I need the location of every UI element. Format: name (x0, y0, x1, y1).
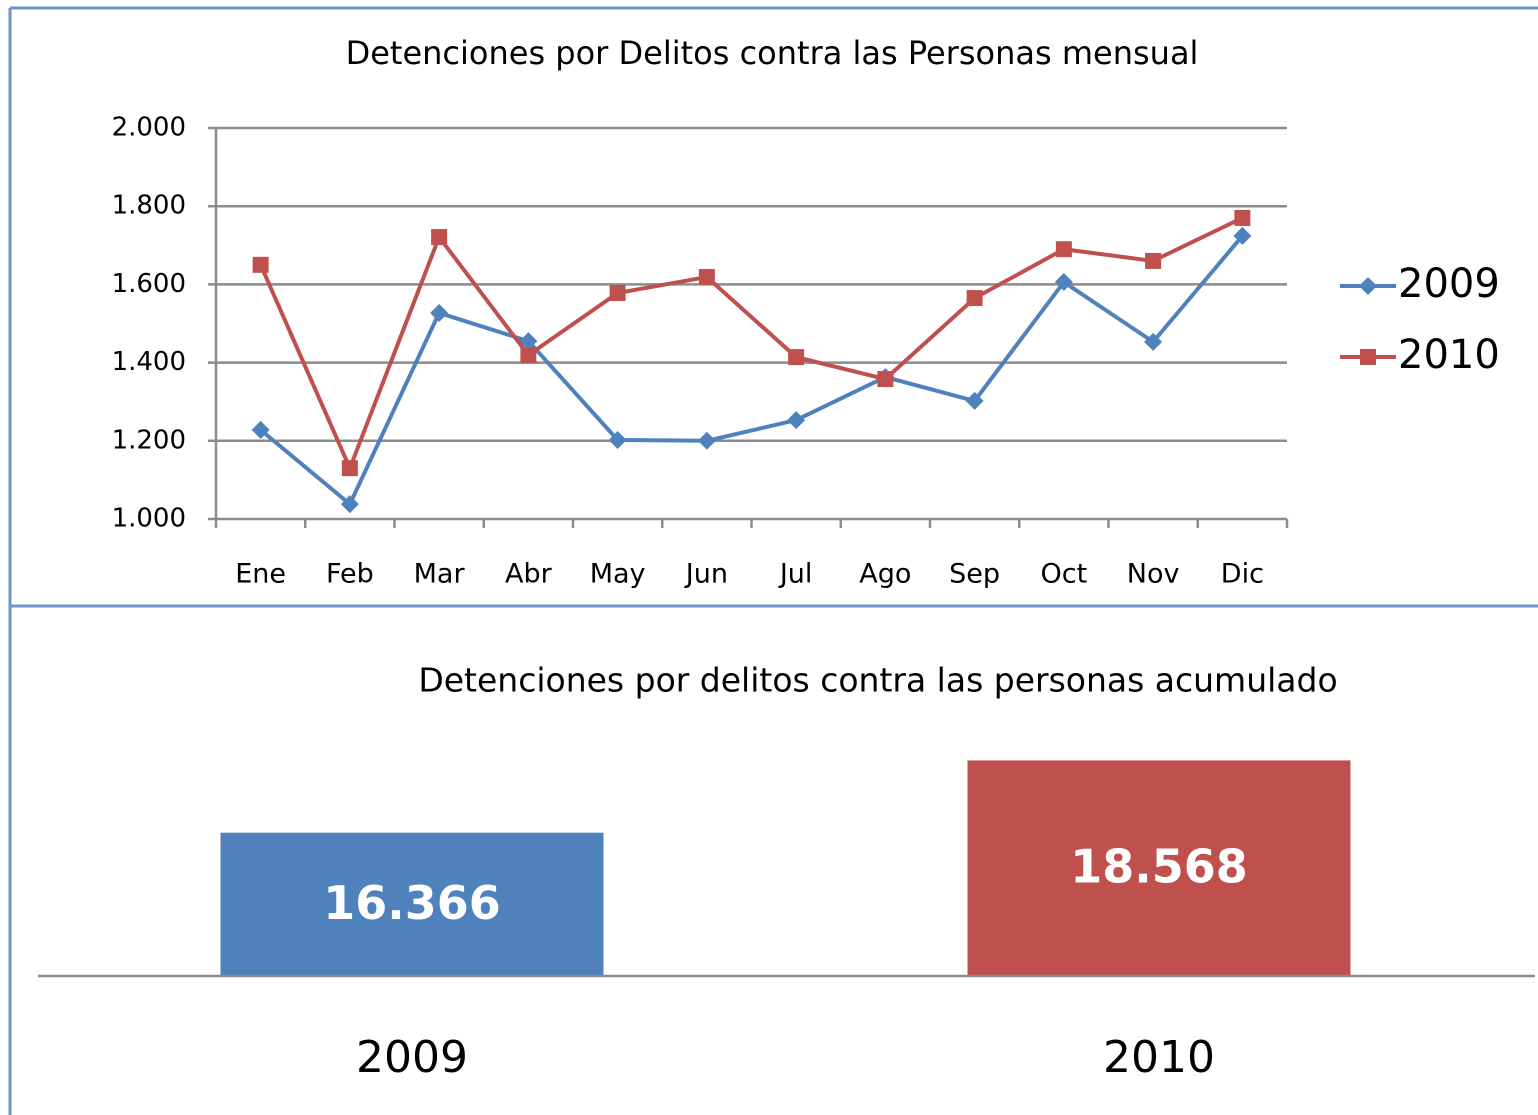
y-tick-label: 1.600 (112, 269, 186, 299)
marker (609, 285, 626, 302)
marker (788, 349, 805, 366)
marker (608, 431, 627, 450)
series-line (259, 234, 1244, 508)
marker (966, 290, 983, 307)
y-tick-label: 1.400 (112, 347, 186, 377)
legend-label: 2009 (1398, 261, 1500, 307)
marker (341, 460, 358, 477)
marker (1144, 332, 1163, 351)
marker (877, 371, 894, 388)
y-tick-label: 1.000 (112, 504, 186, 534)
x-tick-label: Sep (949, 559, 1000, 590)
y-tick-label: 1.800 (112, 191, 186, 221)
chart-title: Detenciones por delitos contra las perso… (418, 661, 1337, 700)
marker (1360, 349, 1376, 365)
x-tick-label: Oct (1041, 559, 1088, 590)
x-tick-label: Abr (505, 559, 553, 590)
marker (251, 420, 270, 439)
marker (1145, 252, 1162, 269)
marker (1054, 273, 1073, 292)
x-tick-label: May (590, 559, 646, 590)
marker (252, 256, 269, 273)
bar (967, 760, 1351, 976)
marker (1055, 241, 1072, 258)
x-tick-label: Dic (1221, 559, 1264, 590)
value-label: 18.568 (1070, 840, 1248, 894)
marker (1359, 277, 1377, 295)
legend-label: 2010 (1398, 332, 1500, 378)
value-label: 16.366 (323, 876, 501, 930)
marker (430, 303, 449, 322)
y-tick-label: 2.000 (112, 113, 186, 143)
marker (965, 391, 984, 410)
x-tick-label: Jun (684, 559, 728, 590)
marker (1233, 226, 1252, 245)
x-tick-label: Ago (859, 559, 911, 590)
x-tick-label: Nov (1127, 559, 1180, 590)
series-line (258, 216, 1244, 474)
bar (220, 832, 604, 976)
x-tick-label: Feb (326, 559, 374, 590)
x-tick-label: Mar (414, 559, 466, 590)
marker (1234, 209, 1251, 226)
marker (698, 268, 715, 285)
x-tick-label: 2010 (1103, 1032, 1215, 1083)
marker (520, 347, 537, 364)
marker (431, 229, 448, 246)
x-tick-label: Ene (235, 559, 286, 590)
marker (519, 332, 538, 351)
marker (787, 411, 806, 430)
chart-title: Detenciones por Delitos contra las Perso… (346, 34, 1199, 72)
y-tick-label: 1.200 (112, 425, 186, 455)
x-tick-label: Jul (778, 559, 813, 590)
x-tick-label: 2009 (356, 1032, 468, 1083)
marker (340, 495, 359, 514)
marker (697, 431, 716, 450)
